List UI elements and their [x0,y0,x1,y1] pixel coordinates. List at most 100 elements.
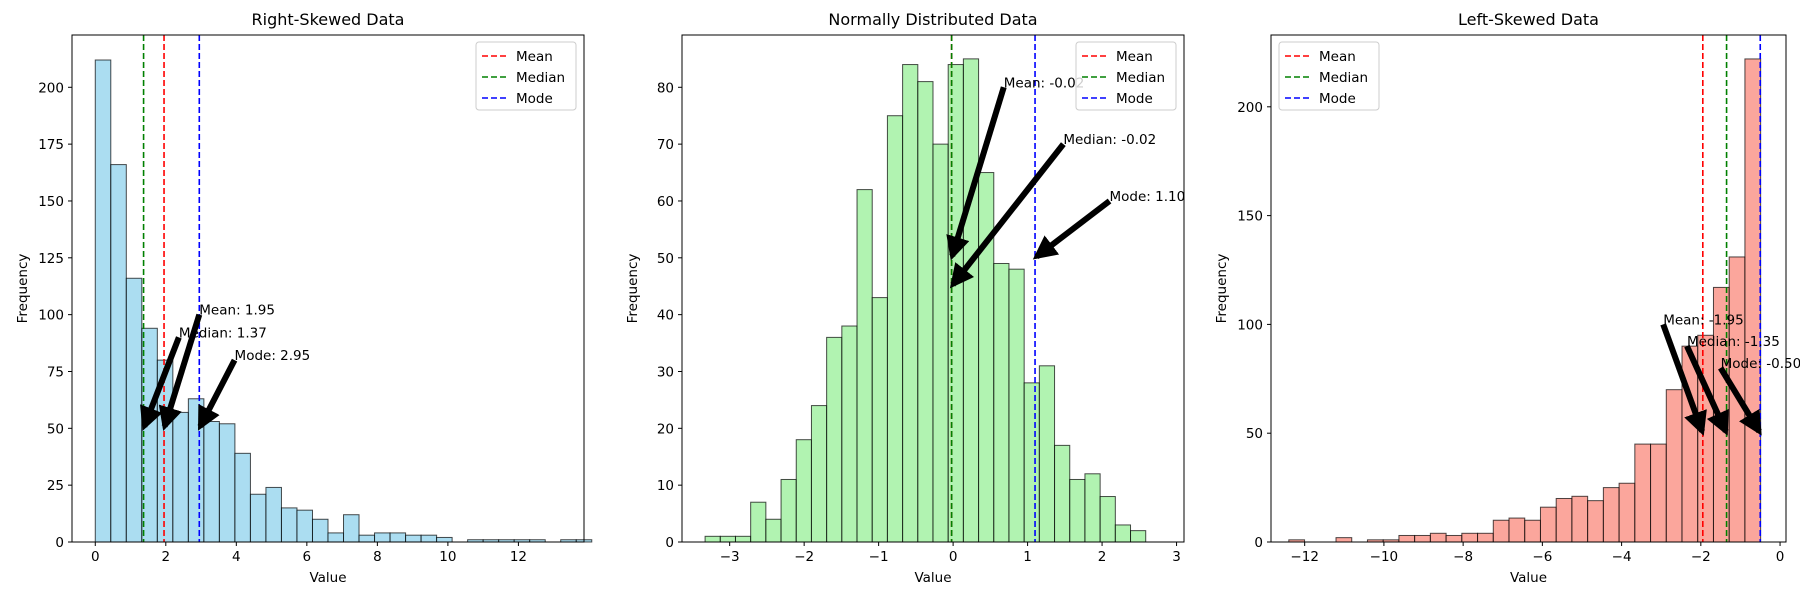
annotation-label: Median: 1.37 [179,325,267,341]
x-tick-label: −8 [1453,549,1473,565]
stat-lines [1702,35,1762,542]
histogram-bar [311,518,329,543]
histogram-bars [94,59,593,543]
axes-frame [681,34,1185,543]
axes-frame [71,34,585,543]
histogram-bar [343,514,360,543]
histogram-bar [1414,534,1431,543]
histogram-bar [389,532,407,543]
histogram-bar [871,297,888,543]
chart-title: Right-Skewed Data [252,10,405,29]
histogram-bar [1445,534,1463,543]
histogram-bar [1398,534,1416,543]
histogram-bar [750,501,767,543]
x-tick-label: 6 [303,549,312,565]
histogram-bar [203,421,220,543]
x-tick-label: 1 [1023,549,1032,565]
annotation-arrow [1684,344,1729,436]
legend-label-mode: Mode [1319,91,1356,107]
histogram-bar [1008,268,1025,543]
y-axis-label: Frequency [15,254,31,324]
y-tick-label: 100 [38,308,64,324]
histogram-bar [719,535,736,543]
histogram-bar [1634,443,1652,543]
histogram-bar [1492,519,1510,543]
y-tick-label: 150 [1237,209,1263,225]
legend-label-mean: Mean [1116,49,1153,65]
stat-lines [142,35,201,542]
histogram-bar [826,336,843,543]
histogram-bar [1744,58,1762,543]
y-ticks: 0 10 20 30 40 50 60 70 80 [657,80,682,551]
legend-box [1278,41,1380,111]
legend-label-median: Median [1116,70,1165,86]
histogram-bars [1288,58,1762,543]
annotation-label: Mean: -1.95 [1663,312,1744,328]
y-tick-label: 150 [38,194,64,210]
y-tick-label: 100 [1237,317,1263,333]
histogram-bar [841,325,858,543]
histogram-bar [704,535,721,543]
x-tick-label: −2 [1691,549,1711,565]
y-tick-label: 200 [1237,100,1263,116]
x-tick-label: 2 [161,549,170,565]
x-tick-label: 0 [1776,549,1785,565]
annotation-label: Median: -0.02 [1063,132,1156,148]
histogram-bar [1539,506,1557,543]
histogram-bar [249,493,267,543]
histogram-bar [1130,530,1147,543]
x-tick-label: 12 [510,549,527,565]
histogram-bar [296,509,313,543]
histogram-bar [125,277,143,543]
annotation-arrow [1718,366,1762,436]
histogram-bar [1023,382,1040,543]
legend-box [475,41,577,111]
histogram-bar [94,59,112,543]
y-tick-label: 175 [38,137,64,153]
y-tick-label: 200 [38,80,64,96]
stat-lines [950,35,1036,542]
histogram-bar [420,534,438,543]
y-tick-label: 0 [55,535,64,551]
legend-label-mode: Mode [1116,91,1153,107]
annotation-label: Mode: 2.95 [235,348,311,364]
histogram-bar [234,452,251,543]
histogram-bar [358,534,376,543]
y-tick-label: 10 [657,478,674,494]
legend: Mean Median Mode [1278,41,1380,111]
x-tick-label: 4 [232,549,241,565]
x-tick-label: 0 [91,549,100,565]
histogram-bar [886,115,904,543]
histogram-bar [1038,365,1056,543]
legend-box [1075,41,1177,111]
histogram-bar [1114,524,1132,543]
histogram-bar [1555,497,1573,543]
annotation-arrow [1660,323,1707,436]
y-axis-label: Frequency [625,254,641,324]
y-tick-label: 80 [657,80,674,96]
histogram-bar [1069,478,1086,543]
x-tick-label: −10 [1370,549,1399,565]
annotations: Mean: -0.02 Median: -0.02 Mode: 1.10 [946,75,1185,289]
histogram-bar [765,518,782,543]
x-axis-label: Value [309,570,346,586]
histogram-bar [280,507,298,543]
histogram-bar [405,534,422,543]
annotation-arrow [946,86,1007,261]
histogram-bar [1618,482,1636,543]
annotation-label: Mean: -0.02 [1004,75,1085,91]
x-tick-label: −12 [1290,549,1319,565]
legend-label-mean: Mean [516,49,553,65]
x-tick-label: 2 [1098,549,1107,565]
histogram-bar [1665,389,1683,543]
annotation-arrow [949,142,1066,289]
histogram-bar [1335,537,1353,543]
y-tick-label: 75 [47,364,64,380]
histogram-bar [172,411,189,543]
y-ticks: 0 25 50 75 100 125 150 175 200 [38,80,72,551]
annotation-label: Median: -1.35 [1687,334,1780,350]
legend-label-median: Median [1319,70,1368,86]
histogram-bar [374,532,391,543]
